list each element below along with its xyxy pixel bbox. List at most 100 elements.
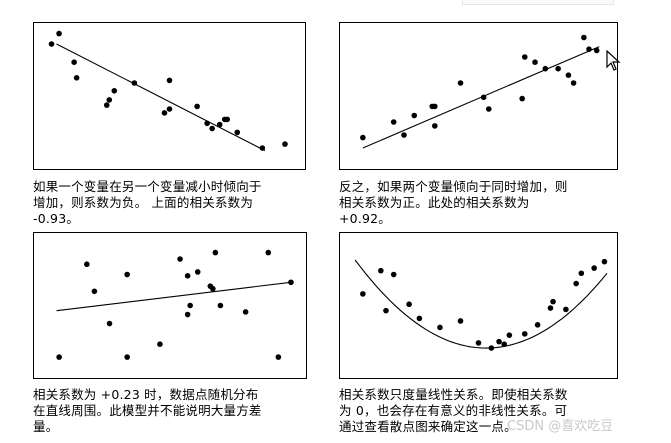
panel-1-svg <box>48 30 288 152</box>
panel-1-chart <box>33 22 306 170</box>
data-point <box>547 305 554 311</box>
mouse-cursor-icon <box>606 50 621 71</box>
top-strip <box>462 0 614 5</box>
data-point <box>401 132 407 138</box>
data-point <box>184 273 191 279</box>
watermark: CSDN @喜欢吃豆 <box>507 419 614 434</box>
data-point <box>485 106 492 112</box>
panel-2-svg <box>360 34 600 149</box>
panel-4-chart <box>339 232 618 379</box>
data-point <box>591 265 597 271</box>
data-point <box>73 75 80 81</box>
data-point <box>282 141 288 147</box>
data-point <box>242 309 249 315</box>
data-point <box>48 41 55 47</box>
data-point <box>288 279 294 286</box>
data-point <box>224 116 231 123</box>
data-point <box>521 331 528 337</box>
data-point <box>234 129 241 136</box>
data-point <box>563 306 569 313</box>
data-point <box>194 103 200 110</box>
data-point <box>565 72 572 78</box>
data-point <box>187 302 193 309</box>
data-point <box>411 112 418 119</box>
caption-2-line-2: 相关系数为正。此处的相关系数为 <box>339 195 530 210</box>
data-point <box>161 110 168 116</box>
data-point <box>432 103 438 110</box>
data-point <box>103 102 110 108</box>
data-point <box>457 318 464 324</box>
data-point <box>91 288 98 295</box>
data-point <box>194 269 201 275</box>
caption-2-line-3: +0.92。 <box>339 211 392 226</box>
data-point <box>532 59 538 65</box>
data-point <box>275 354 282 360</box>
data-point <box>209 125 215 132</box>
caption-3: 相关系数为 +0.23 时，数据点随机分布 在直线周围。此模型并不能说明大量方差… <box>33 387 262 435</box>
data-point <box>106 320 113 327</box>
data-point <box>204 120 210 127</box>
caption-3-line-3: 量。 <box>33 419 59 434</box>
caption-4: 相关系数只度量线性关系。即使相关系数 为 0，也会存在有意义的非线性关系。可 通… <box>339 387 568 435</box>
data-point <box>586 46 592 52</box>
data-point <box>457 80 464 86</box>
data-point <box>124 354 130 360</box>
caption-4-line-3: 通过查看散点图来确定这一点。 <box>339 419 517 434</box>
data-point <box>383 307 389 314</box>
data-point <box>496 338 502 345</box>
data-point <box>184 311 191 318</box>
data-point <box>210 285 216 292</box>
data-point <box>501 341 507 347</box>
data-point <box>378 267 384 274</box>
data-point <box>521 54 528 60</box>
data-point <box>71 59 77 65</box>
data-point <box>111 88 118 94</box>
panel-4-svg <box>354 258 608 351</box>
data-point <box>601 258 608 265</box>
data-point <box>212 249 219 256</box>
data-point <box>581 34 587 41</box>
data-point <box>390 119 397 125</box>
data-point <box>56 30 62 37</box>
data-point <box>265 249 272 256</box>
data-point <box>432 123 438 129</box>
data-point <box>573 280 579 287</box>
caption-3-line-2: 在直线周围。此模型并不能说明大量方差 <box>33 403 262 418</box>
data-point <box>106 97 113 103</box>
caption-2-line-1: 反之，如果两个变量倾向于同时增加，则 <box>339 179 568 194</box>
data-point <box>131 80 138 86</box>
caption-4-line-2: 为 0，也会存在有意义的非线性关系。可 <box>339 403 568 418</box>
caption-1: 如果一个变量在另一个变量减小时倾向于 增加，则系数为负。 上面的相关系数为 -0… <box>33 179 262 227</box>
data-point <box>570 80 577 86</box>
caption-4-line-1: 相关系数只度量线性关系。即使相关系数 <box>339 387 568 402</box>
data-point <box>166 106 173 112</box>
data-point <box>157 341 163 347</box>
data-point <box>177 256 183 262</box>
data-point <box>480 94 487 101</box>
caption-1-line-3: -0.93。 <box>33 211 80 226</box>
panel-3-svg <box>56 249 294 360</box>
data-point <box>166 77 173 84</box>
data-point <box>216 121 223 128</box>
caption-1-line-2: 增加，则系数为负。 上面的相关系数为 <box>33 195 254 210</box>
trend-line <box>56 43 266 152</box>
data-point <box>506 332 513 338</box>
data-point <box>259 145 266 151</box>
data-point <box>488 345 495 351</box>
data-point <box>437 324 443 331</box>
data-point <box>217 302 224 309</box>
trend-line <box>56 281 292 312</box>
caption-2: 反之，如果两个变量倾向于同时增加，则 相关系数为正。此处的相关系数为 +0.92… <box>339 179 568 227</box>
data-point <box>406 301 412 308</box>
data-point <box>390 271 397 278</box>
panel-2-chart <box>339 22 618 170</box>
data-point <box>360 134 366 141</box>
data-point <box>124 271 130 278</box>
data-point <box>578 270 585 277</box>
data-point <box>550 298 556 305</box>
panel-3-chart <box>33 232 307 379</box>
data-point <box>416 315 423 322</box>
data-point <box>555 65 561 72</box>
data-point <box>475 340 482 346</box>
data-point <box>360 291 366 297</box>
